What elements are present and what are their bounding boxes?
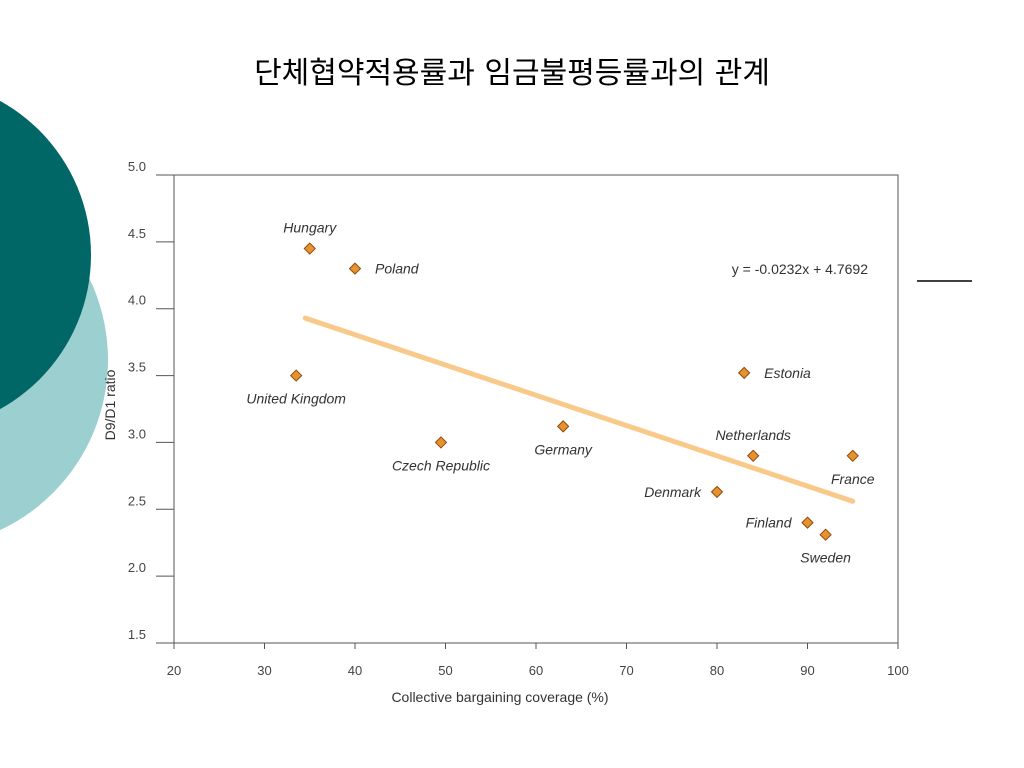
slide-title: 단체협약적용률과 임금불평등률과의 관계 (254, 56, 770, 91)
y-tick-label: 1.5 (128, 627, 146, 642)
point-label-united-kingdom: United Kingdom (246, 391, 346, 407)
x-tick-label: 60 (529, 663, 543, 678)
point-label-finland: Finland (746, 515, 793, 531)
point-label-denmark: Denmark (644, 484, 702, 500)
trend-layer: y = -0.0232x + 4.7692 (302, 261, 868, 504)
points-layer (289, 242, 859, 541)
data-point-france (846, 449, 859, 463)
x-axis-title: Collective bargaining coverage (%) (391, 689, 608, 705)
x-tick-label: 100 (887, 663, 909, 678)
trend-equation: y = -0.0232x + 4.7692 (732, 261, 868, 277)
point-label-poland: Poland (375, 261, 420, 277)
point-label-france: France (831, 471, 875, 487)
data-point-czech-republic (434, 436, 448, 449)
x-tick-label: 20 (167, 663, 181, 678)
data-point-netherlands (746, 449, 760, 463)
plot-frame (173, 174, 899, 644)
point-label-netherlands: Netherlands (715, 427, 791, 443)
y-tick-label: 3.5 (128, 360, 146, 375)
point-label-estonia: Estonia (764, 365, 811, 381)
x-tick-label: 70 (619, 663, 633, 678)
data-point-hungary (303, 242, 316, 255)
decor-circle-dark (0, 100, 91, 410)
y-tick-label: 5.0 (128, 159, 146, 174)
point-label-czech-republic: Czech Republic (392, 457, 490, 473)
y-tick-label: 4.0 (128, 293, 146, 308)
x-tick-label: 80 (710, 663, 724, 678)
trend-line (302, 315, 856, 504)
y-tick-label: 2.5 (128, 493, 146, 508)
labels-layer: Hungary Poland United Kingdom Czech Republi… (246, 220, 874, 566)
point-label-hungary: Hungary (283, 220, 337, 236)
x-tick-label: 40 (348, 663, 362, 678)
y-tick-label: 3.0 (128, 426, 146, 441)
x-tick-label: 90 (800, 663, 814, 678)
y-tick-label: 4.5 (128, 226, 146, 241)
data-point-finland (801, 516, 814, 529)
point-label-sweden: Sweden (800, 550, 851, 566)
x-tick-label: 30 (257, 663, 271, 678)
data-point-estonia (737, 366, 751, 380)
y-axis-title: D9/D1 ratio (102, 369, 118, 440)
data-point-denmark (710, 485, 724, 499)
chart-axes: 1.5 2.0 2.5 3.0 3.5 4.0 4.5 5.0 20 30 40 50 60 70 80 90… (102, 159, 909, 705)
x-tick-label: 50 (438, 663, 452, 678)
data-point-germany (556, 420, 570, 433)
data-point-sweden (819, 528, 832, 541)
data-point-poland (348, 262, 362, 275)
point-label-germany: Germany (534, 441, 593, 457)
data-point-united-kingdom (289, 369, 303, 382)
y-tick-label: 2.0 (128, 560, 146, 575)
